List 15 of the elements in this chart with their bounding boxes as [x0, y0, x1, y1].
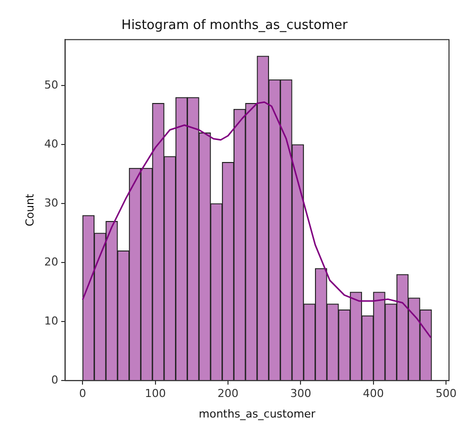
y-tick-label: 20: [44, 255, 58, 268]
x-tick-label: 100: [144, 387, 166, 400]
x-axis-title: months_as_customer: [198, 407, 316, 420]
y-tick-label: 0: [51, 373, 58, 386]
y-axis-title: Count: [23, 193, 36, 226]
chart-title: Histogram of months_as_customer: [121, 18, 348, 34]
x-tick-label: 500: [436, 387, 457, 400]
y-tick-label: 40: [44, 137, 58, 150]
x-tick-label: 0: [79, 387, 86, 400]
y-tick-label: 30: [44, 196, 58, 210]
x-tick-label: 300: [290, 387, 312, 400]
x-tick-label: 400: [362, 387, 384, 400]
y-tick-label: 50: [44, 78, 58, 92]
x-tick-label: 200: [218, 387, 239, 400]
y-tick-label: 10: [44, 314, 58, 328]
